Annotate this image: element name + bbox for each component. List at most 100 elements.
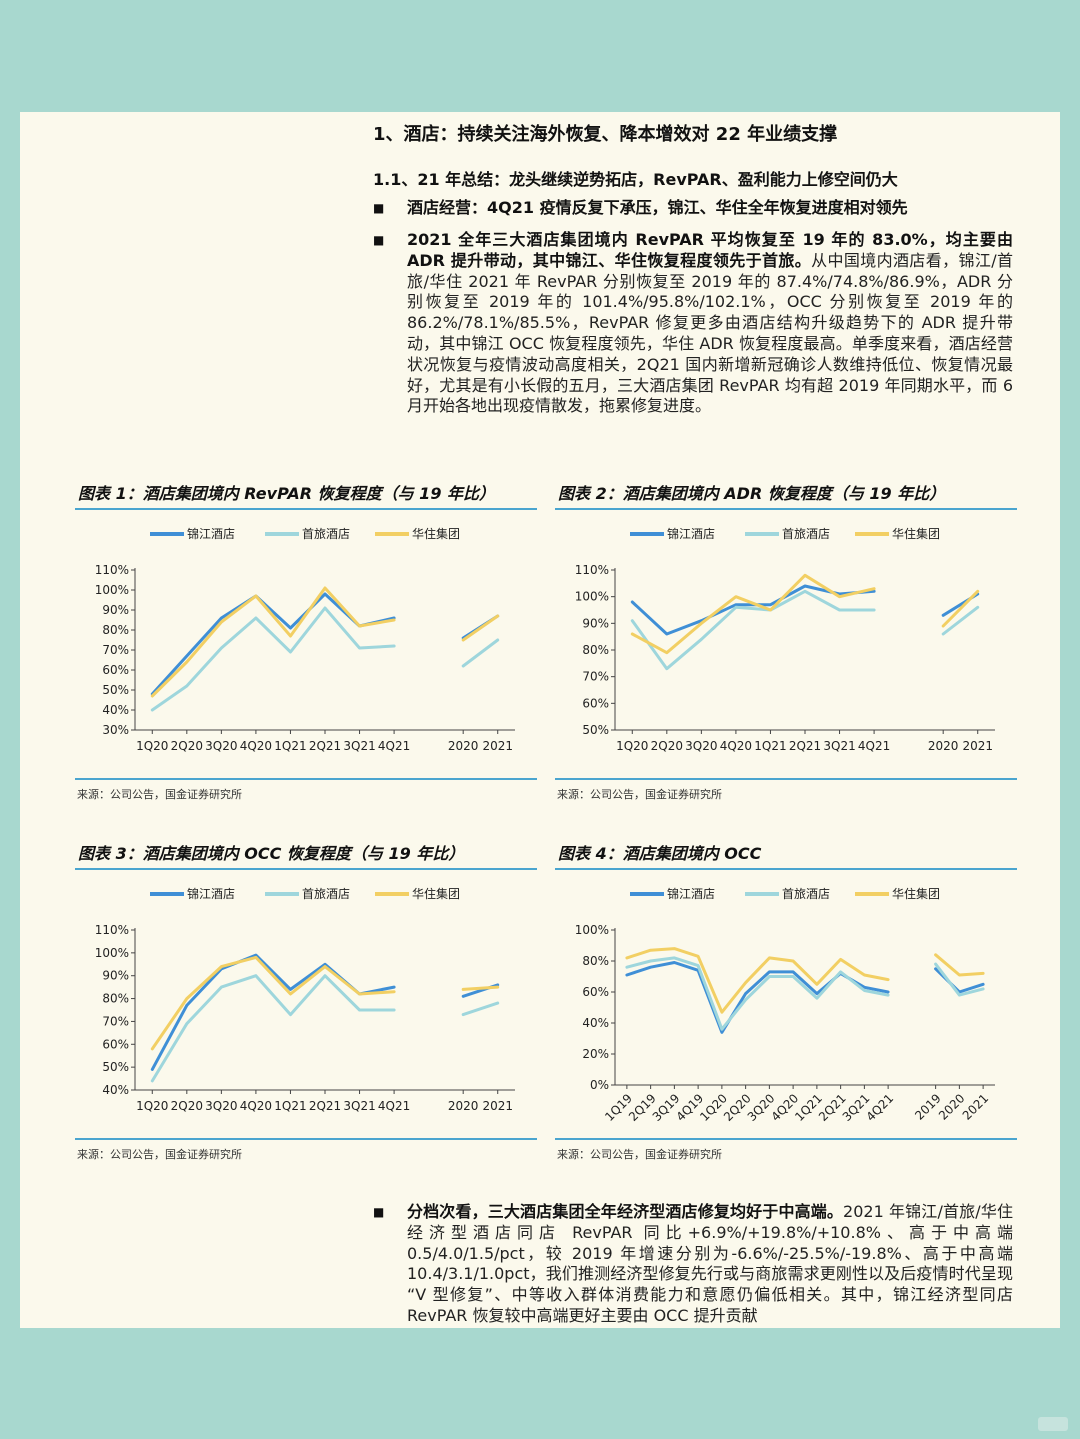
x-tick-label: 2Q21: [789, 739, 821, 753]
y-tick-label: 30%: [102, 723, 129, 737]
y-tick-label: 80%: [582, 954, 609, 968]
y-tick-label: 60%: [582, 696, 609, 710]
y-tick-label: 80%: [102, 992, 129, 1006]
bullet-bold-text: 分档次看，三大酒店集团全年经济型酒店修复均好于中高端。: [407, 1202, 844, 1221]
chart-1-source: 来源：公司公告，国金证券研究所: [75, 778, 537, 802]
y-tick-label: 40%: [582, 1016, 609, 1030]
chart-4-legend-item-jinjiang: 锦江酒店: [630, 887, 715, 901]
bullet-marker: ■: [373, 233, 385, 247]
x-tick-label: 4Q20: [720, 739, 752, 753]
legend-label-shoulv: 首旅酒店: [302, 527, 350, 541]
x-tick-label: 4Q20: [240, 1099, 272, 1113]
chart-4-legend-item-shoulv: 首旅酒店: [745, 887, 830, 901]
x-tick-label: 2021: [482, 1099, 513, 1113]
chart-1-series-huazhu-line-0: [150, 586, 396, 698]
y-tick-label: 90%: [102, 969, 129, 983]
chart-4-series-huazhu-line-0: [625, 947, 890, 1014]
chart-3-legend-item-huazhu: 华住集团: [375, 886, 460, 901]
x-tick-label: 2020: [448, 1099, 479, 1113]
chart-3-svg: 锦江酒店 首旅酒店 华住集团 110% 100% 90% 80% 70% 60% 50% 40% 1Q…: [95, 886, 515, 1113]
x-tick-label: 1Q21: [274, 1099, 306, 1113]
chart-2-series-shoulv-line-1: [941, 605, 980, 636]
legend-label-huazhu: 华住集团: [412, 886, 460, 901]
y-tick-label: 80%: [582, 643, 609, 657]
chart-3-series-shoulv-line-0: [150, 974, 396, 1083]
chart-4-legend-item-huazhu: 华住集团: [855, 886, 940, 901]
chart-2-series-huazhu-line-0: [630, 573, 876, 655]
legend-label-huazhu: 华住集团: [412, 526, 460, 541]
y-tick-label: 90%: [582, 616, 609, 630]
chart-2-title: 图表 2：酒店集团境内 ADR 恢复程度（与 19 年比）: [555, 480, 1017, 510]
y-tick-label: 50%: [102, 1060, 129, 1074]
legend-label-shoulv: 首旅酒店: [782, 527, 830, 541]
y-tick-label: 0%: [590, 1078, 609, 1092]
x-tick-label: 2021: [482, 739, 513, 753]
chart-3-legend-item-jinjiang: 锦江酒店: [150, 887, 235, 901]
x-tick-label: 4Q20: [240, 739, 272, 753]
section-heading: 1、酒店：持续关注海外恢复、降本增效对 22 年业绩支撑: [373, 124, 838, 145]
legend-label-huazhu: 华住集团: [892, 526, 940, 541]
chart-3-series-huazhu-line-0: [150, 955, 396, 1051]
y-tick-label: 100%: [575, 590, 609, 604]
x-tick-label: 2Q20: [651, 739, 683, 753]
x-tick-label: 3Q21: [343, 1099, 375, 1113]
x-tick-label: 2020: [928, 739, 959, 753]
y-tick-label: 40%: [102, 1083, 129, 1097]
chart-1-legend-item-jinjiang: 锦江酒店: [150, 527, 235, 541]
y-tick-label: 110%: [95, 923, 129, 937]
y-tick-label: 110%: [575, 563, 609, 577]
y-tick-label: 70%: [102, 643, 129, 657]
subsection-heading: 1.1、21 年总结：龙头继续逆势拓店，RevPAR、盈利能力上修空间仍大: [373, 170, 898, 189]
chart-1-svg: 锦江酒店 首旅酒店 华住集团 110% 100% 90% 80% 70% 60% 50% 40% 30…: [95, 526, 515, 753]
report-page: 1、酒店：持续关注海外恢复、降本增效对 22 年业绩支撑 1.1、21 年总结：…: [20, 112, 1060, 1328]
x-tick-label: 4Q21: [378, 1099, 410, 1113]
bullet-bold-text: 酒店经营：4Q21 疫情反复下承压，锦江、华住全年恢复进度相对领先: [407, 198, 908, 217]
x-tick-label: 2021: [960, 1091, 991, 1122]
legend-label-jinjiang: 锦江酒店: [187, 527, 235, 541]
chart-4-block: 图表 4：酒店集团境内 OCC 锦江酒店 首旅酒店 华住集团 100% 80% 60% 40…: [555, 840, 1017, 1162]
bullet-hotel-operation: ■ 酒店经营：4Q21 疫情反复下承压，锦江、华住全年恢复进度相对领先: [373, 198, 1013, 219]
x-tick-label: 2020: [448, 739, 479, 753]
chart-3-legend-item-shoulv: 首旅酒店: [265, 887, 350, 901]
x-tick-label: 4Q21: [863, 1091, 896, 1124]
chart-1-series-shoulv-line-1: [461, 638, 500, 668]
chart-4-series-jinjiang-line-0: [625, 961, 890, 1034]
chart-1-title: 图表 1：酒店集团境内 RevPAR 恢复程度（与 19 年比）: [75, 480, 537, 510]
x-tick-label: 3Q21: [823, 739, 855, 753]
bullet-marker: ■: [373, 201, 385, 215]
chart-3-source: 来源：公司公告，国金证券研究所: [75, 1138, 537, 1162]
chart-3-series-jinjiang-line-0: [150, 953, 396, 1071]
x-tick-label: 2Q20: [171, 1099, 203, 1113]
legend-label-shoulv: 首旅酒店: [302, 887, 350, 901]
chart-4-series-huazhu-line-1: [934, 953, 985, 977]
chart-2-legend-item-huazhu: 华住集团: [855, 526, 940, 541]
y-tick-label: 60%: [582, 985, 609, 999]
chart-3-block: 图表 3：酒店集团境内 OCC 恢复程度（与 19 年比） 锦江酒店 首旅酒店 华住…: [75, 840, 537, 1162]
x-tick-label: 4Q21: [858, 739, 890, 753]
chart-1-legend-item-huazhu: 华住集团: [375, 526, 460, 541]
legend-label-shoulv: 首旅酒店: [782, 887, 830, 901]
x-tick-label: 3Q20: [205, 1099, 237, 1113]
x-tick-label: 3Q21: [343, 739, 375, 753]
chart-4-series-shoulv-line-1: [934, 962, 985, 997]
y-tick-label: 90%: [102, 603, 129, 617]
y-tick-label: 20%: [582, 1047, 609, 1061]
x-tick-label: 1Q21: [274, 739, 306, 753]
x-tick-label: 1Q21: [754, 739, 786, 753]
legend-label-jinjiang: 锦江酒店: [667, 527, 715, 541]
y-tick-label: 40%: [102, 703, 129, 717]
y-tick-label: 100%: [95, 583, 129, 597]
x-tick-label: 2021: [962, 739, 993, 753]
y-tick-label: 60%: [102, 1037, 129, 1051]
x-tick-label: 2020: [936, 1091, 967, 1122]
chart-2-series-huazhu-line-1: [941, 589, 980, 628]
chart-4-series-shoulv-line-0: [625, 956, 890, 1031]
legend-label-jinjiang: 锦江酒店: [187, 887, 235, 901]
x-tick-label: 3Q20: [205, 739, 237, 753]
chart-1-legend-item-shoulv: 首旅酒店: [265, 527, 350, 541]
chart-1-series-shoulv-line-0: [150, 606, 396, 712]
chart-1-block: 图表 1：酒店集团境内 RevPAR 恢复程度（与 19 年比） 锦江酒店 首旅酒…: [75, 480, 537, 802]
watermark-badge: [1038, 1417, 1068, 1431]
x-tick-label: 1Q20: [136, 739, 168, 753]
y-tick-label: 100%: [575, 923, 609, 937]
